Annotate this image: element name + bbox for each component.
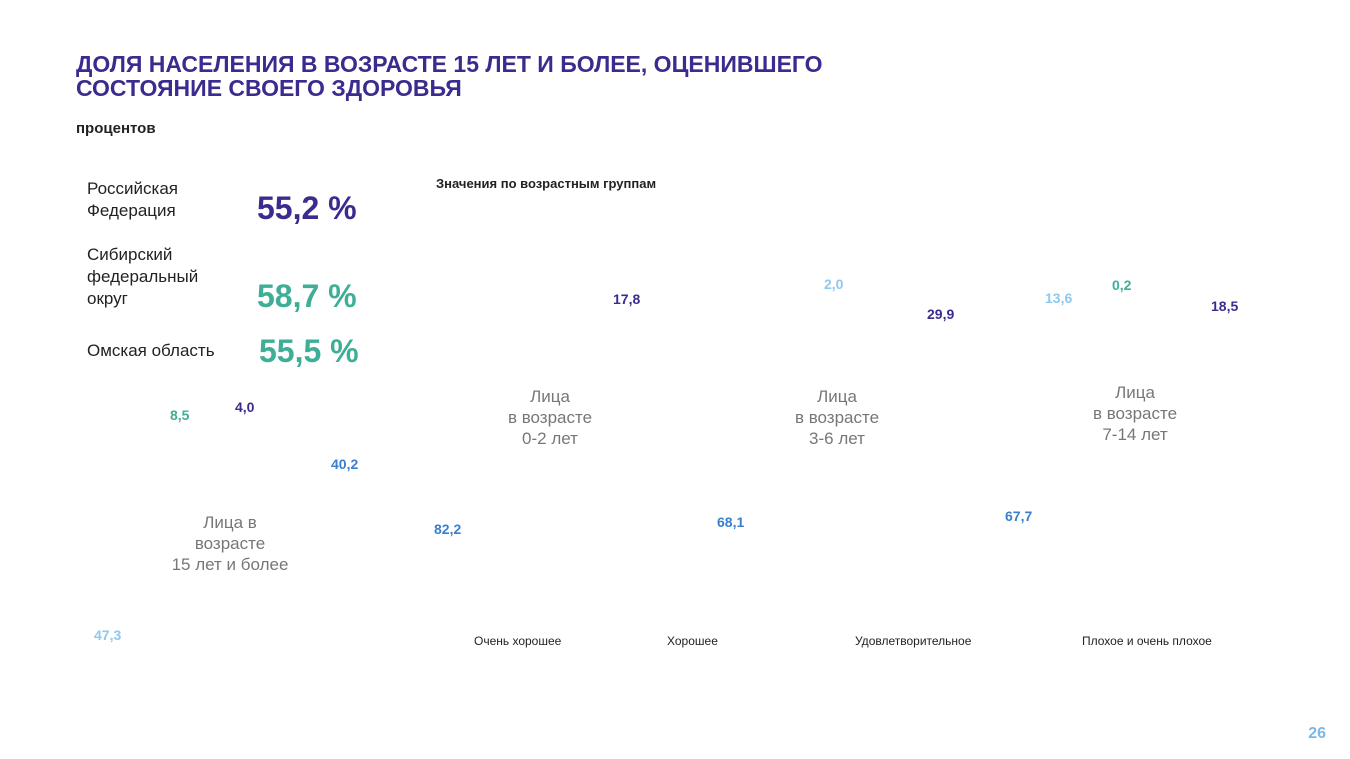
data-label: 67,7 — [1005, 508, 1033, 524]
caption-line: 0-2 лет — [522, 429, 578, 448]
units-subtitle: процентов — [76, 120, 156, 137]
data-label: 68,1 — [717, 514, 745, 530]
summary-value-russia: 55,2 % — [257, 190, 357, 226]
data-label: 8,5 — [170, 407, 190, 423]
summary-label-line: округ — [87, 289, 128, 308]
caption-line: возрасте — [194, 534, 266, 553]
group-caption-3-6: Лица в возрасте 3-6 лет — [757, 386, 917, 449]
page-number: 26 — [1308, 725, 1326, 742]
caption-line: в возрасте — [794, 408, 880, 427]
caption-line: в возрасте — [1092, 404, 1178, 423]
group-caption-15plus: Лица в возрасте 15 лет и более — [150, 512, 310, 575]
caption-line: 15 лет и более — [171, 555, 289, 574]
summary-label-russia: Российская Федерация — [87, 178, 178, 222]
title-line-1: ДОЛЯ НАСЕЛЕНИЯ В ВОЗРАСТЕ 15 ЛЕТ И БОЛЕЕ… — [76, 51, 823, 77]
legend-item-satisfactory: Удовлетворительное — [855, 634, 972, 648]
section-title: Значения по возрастным группам — [436, 176, 657, 191]
summary-label-line: Омская область — [87, 341, 215, 360]
caption-line: Лица — [1115, 383, 1155, 402]
summary-label-omsk: Омская область — [87, 340, 215, 362]
group-caption-0-2: Лица в возрасте 0-2 лет — [470, 386, 630, 449]
page-title: ДОЛЯ НАСЕЛЕНИЯ В ВОЗРАСТЕ 15 ЛЕТ И БОЛЕЕ… — [76, 52, 1056, 100]
data-label: 82,2 — [434, 521, 462, 537]
legend-item-bad: Плохое и очень плохое — [1082, 634, 1212, 648]
caption-line: 7-14 лет — [1102, 425, 1168, 444]
data-label: 47,3 — [94, 627, 122, 643]
summary-value-omsk: 55,5 % — [259, 333, 359, 369]
data-label: 29,9 — [927, 306, 955, 322]
legend-item-good: Хорошее — [667, 634, 718, 648]
data-label: 18,5 — [1211, 298, 1239, 314]
legend-item-very-good: Очень хорошее — [474, 634, 562, 648]
data-label: 4,0 — [235, 399, 255, 415]
data-label: 17,8 — [613, 291, 641, 307]
data-label: 2,0 — [824, 276, 844, 292]
summary-label-line: Федерация — [87, 201, 176, 220]
summary-label-line: Сибирский — [87, 245, 173, 264]
caption-line: Лица в — [203, 513, 257, 532]
title-line-2: СОСТОЯНИЕ СВОЕГО ЗДОРОВЬЯ — [76, 75, 462, 101]
summary-label-line: Российская — [87, 179, 179, 198]
caption-line: 3-6 лет — [809, 429, 865, 448]
summary-label-line: федеральный — [87, 267, 199, 286]
data-label: 40,2 — [331, 456, 359, 472]
caption-line: Лица — [530, 387, 570, 406]
caption-line: в возрасте — [507, 408, 593, 427]
group-caption-7-14: Лица в возрасте 7-14 лет — [1055, 382, 1215, 445]
caption-line: Лица — [817, 387, 857, 406]
data-label: 13,6 — [1045, 290, 1073, 306]
summary-value-siberia: 58,7 % — [257, 278, 357, 314]
data-label: 0,2 — [1112, 277, 1132, 293]
summary-label-siberia: Сибирский федеральный округ — [87, 244, 198, 310]
